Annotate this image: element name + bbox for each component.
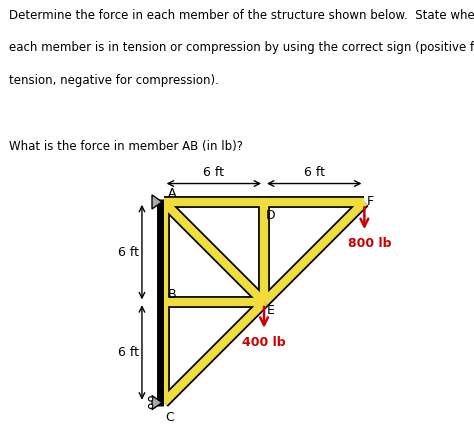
Text: F: F <box>367 195 374 208</box>
Text: 6 ft: 6 ft <box>304 166 325 179</box>
Text: D: D <box>266 210 275 222</box>
Text: B: B <box>168 288 176 301</box>
Text: 6 ft: 6 ft <box>118 246 139 259</box>
Text: E: E <box>266 304 274 317</box>
Text: 6 ft: 6 ft <box>203 166 224 179</box>
Text: each member is in tension or compression by using the correct sign (positive for: each member is in tension or compression… <box>9 41 474 54</box>
Circle shape <box>148 404 153 408</box>
Text: tension, negative for compression).: tension, negative for compression). <box>9 74 219 87</box>
Polygon shape <box>152 195 162 209</box>
Text: A: A <box>168 187 176 200</box>
Text: 6 ft: 6 ft <box>118 346 139 359</box>
Text: C: C <box>165 411 174 424</box>
Polygon shape <box>152 396 162 410</box>
Text: 400 lb: 400 lb <box>242 336 286 349</box>
Circle shape <box>148 397 153 401</box>
Text: 800 lb: 800 lb <box>347 237 391 250</box>
Text: Determine the force in each member of the structure shown below.  State whether: Determine the force in each member of th… <box>9 9 474 22</box>
Text: What is the force in member AB (in lb)?: What is the force in member AB (in lb)? <box>9 140 244 153</box>
